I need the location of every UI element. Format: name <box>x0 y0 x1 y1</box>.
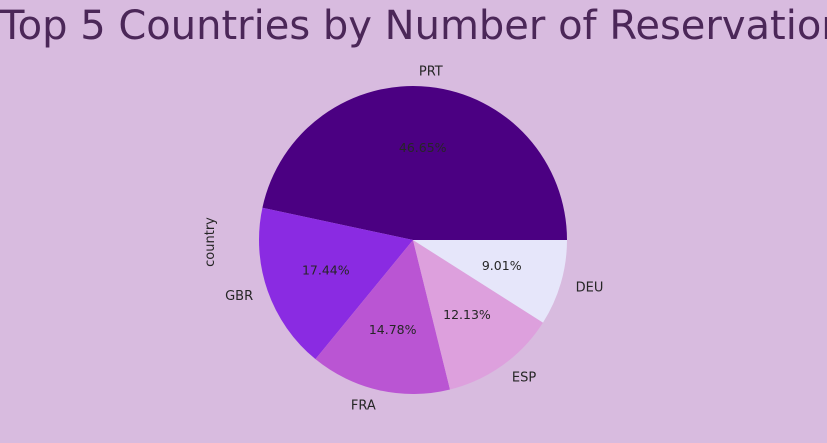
chart-title: Top 5 Countries by Number of Reservation… <box>0 3 827 49</box>
pie-labels: 46.65% PRT 17.44% GBR 14.78% FRA 12.13% ESP 9.01… <box>225 65 603 414</box>
y-axis-label: country <box>203 217 218 267</box>
pie-slice-deu <box>413 240 567 323</box>
pie-pct-label-gbr: 17.44% <box>302 263 350 278</box>
pie-pct-label-prt: 46.65% <box>399 140 447 155</box>
pie-category-label-fra: FRA <box>351 398 376 413</box>
pie-slice-esp <box>413 240 543 390</box>
pie-slice-prt <box>262 86 567 240</box>
pie-slice-gbr <box>259 207 413 360</box>
pie-pct-label-deu: 9.01% <box>482 258 522 273</box>
pie-category-label-deu: DEU <box>576 280 604 295</box>
pie-pct-label-esp: 12.13% <box>443 307 491 322</box>
pie-category-label-esp: ESP <box>512 371 536 386</box>
pie-slice-fra <box>315 240 451 394</box>
pie-pct-label-fra: 14.78% <box>369 322 417 337</box>
pie-category-label-prt: PRT <box>419 65 443 80</box>
pie-slices <box>259 86 567 394</box>
pie-category-label-gbr: GBR <box>225 289 253 304</box>
